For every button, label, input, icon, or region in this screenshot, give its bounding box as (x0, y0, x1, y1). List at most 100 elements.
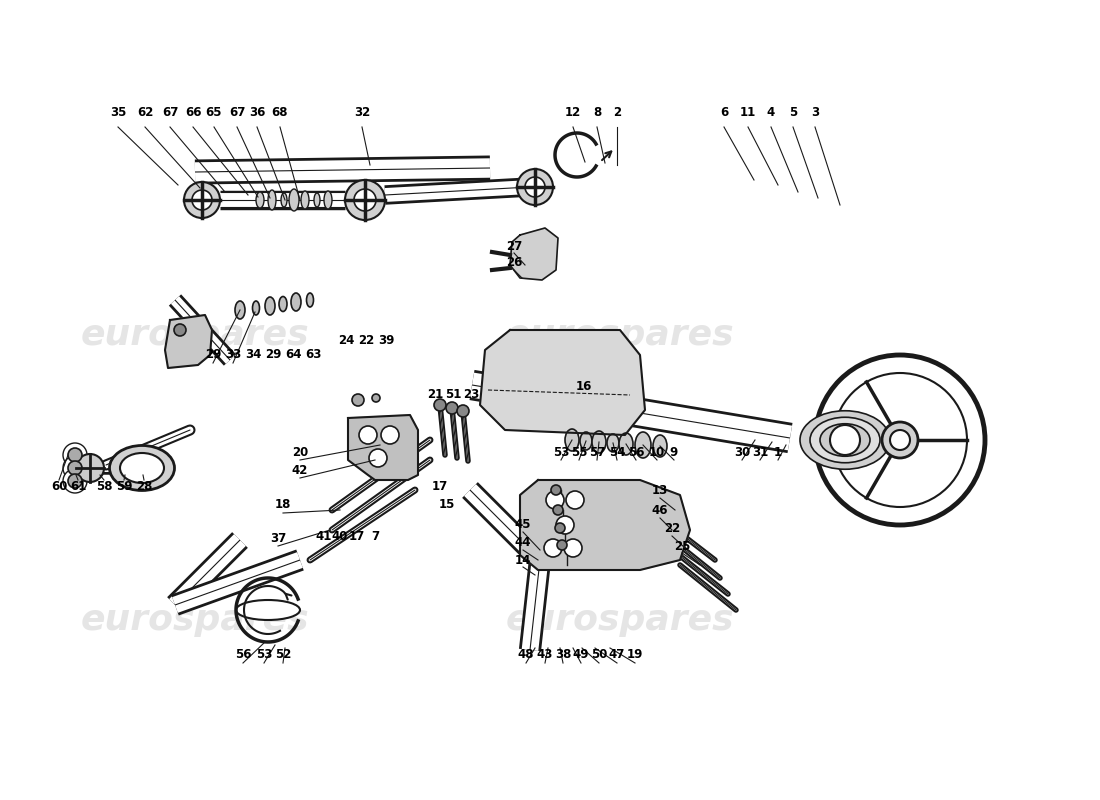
Ellipse shape (301, 191, 309, 209)
Circle shape (76, 454, 104, 482)
Text: 58: 58 (96, 481, 112, 494)
Text: 7: 7 (371, 530, 380, 543)
Ellipse shape (120, 453, 164, 483)
Circle shape (352, 394, 364, 406)
Text: 50: 50 (591, 649, 607, 662)
Circle shape (381, 426, 399, 444)
Circle shape (517, 169, 553, 205)
Text: 44: 44 (515, 535, 531, 549)
Text: 37: 37 (270, 531, 286, 545)
Circle shape (68, 448, 82, 462)
Text: 32: 32 (354, 106, 370, 118)
Circle shape (434, 399, 446, 411)
Text: 64: 64 (285, 349, 301, 362)
Text: eurospares: eurospares (506, 318, 735, 352)
Ellipse shape (292, 293, 301, 311)
Text: 10: 10 (649, 446, 666, 458)
Text: 29: 29 (205, 349, 221, 362)
Circle shape (68, 474, 82, 488)
Text: 63: 63 (305, 349, 321, 362)
Circle shape (456, 405, 469, 417)
Circle shape (830, 425, 860, 455)
Ellipse shape (607, 434, 619, 452)
Circle shape (553, 505, 563, 515)
Ellipse shape (653, 435, 667, 457)
Text: 45: 45 (515, 518, 531, 530)
Ellipse shape (820, 424, 870, 456)
Circle shape (564, 539, 582, 557)
Text: 53: 53 (256, 649, 272, 662)
Text: 46: 46 (651, 503, 669, 517)
Text: 30: 30 (734, 446, 750, 458)
Circle shape (815, 355, 984, 525)
Text: 56: 56 (234, 649, 251, 662)
Text: 15: 15 (439, 498, 455, 511)
Circle shape (63, 469, 87, 493)
Circle shape (63, 456, 87, 480)
Text: 17: 17 (432, 481, 448, 494)
Ellipse shape (268, 190, 276, 210)
Ellipse shape (810, 418, 880, 462)
Text: 67: 67 (229, 106, 245, 118)
Ellipse shape (110, 446, 175, 490)
Text: 51: 51 (444, 389, 461, 402)
Circle shape (359, 426, 377, 444)
Ellipse shape (280, 193, 287, 207)
Text: 19: 19 (627, 649, 644, 662)
Text: 48: 48 (518, 649, 535, 662)
Ellipse shape (307, 293, 314, 307)
Text: 24: 24 (338, 334, 354, 346)
Polygon shape (165, 315, 212, 368)
Circle shape (446, 402, 458, 414)
Circle shape (556, 523, 565, 533)
Text: 65: 65 (206, 106, 222, 118)
Circle shape (184, 182, 220, 218)
Text: 6: 6 (719, 106, 728, 118)
Text: 61: 61 (69, 481, 86, 494)
Text: eurospares: eurospares (80, 603, 309, 637)
Circle shape (68, 461, 82, 475)
Ellipse shape (236, 600, 300, 620)
Text: 38: 38 (554, 649, 571, 662)
Text: 28: 28 (135, 481, 152, 494)
Polygon shape (510, 228, 558, 280)
Circle shape (525, 177, 544, 197)
Circle shape (63, 443, 87, 467)
Text: 52: 52 (275, 649, 292, 662)
Text: 2: 2 (613, 106, 621, 118)
Text: 49: 49 (573, 649, 590, 662)
Text: 22: 22 (358, 334, 374, 346)
Text: 62: 62 (136, 106, 153, 118)
Text: 54: 54 (608, 446, 625, 458)
Circle shape (820, 415, 870, 465)
Ellipse shape (619, 433, 632, 455)
Ellipse shape (235, 301, 245, 319)
Text: 47: 47 (608, 649, 625, 662)
Circle shape (192, 190, 212, 210)
Text: eurospares: eurospares (80, 318, 309, 352)
Ellipse shape (592, 431, 606, 453)
Text: 36: 36 (249, 106, 265, 118)
Text: 12: 12 (565, 106, 581, 118)
Text: 11: 11 (740, 106, 756, 118)
Text: 40: 40 (332, 530, 349, 543)
Text: 29: 29 (265, 349, 282, 362)
Text: 25: 25 (674, 539, 690, 553)
Text: 3: 3 (811, 106, 819, 118)
Text: 20: 20 (292, 446, 308, 458)
Text: 39: 39 (377, 334, 394, 346)
Circle shape (557, 540, 566, 550)
Text: 26: 26 (506, 257, 522, 270)
Ellipse shape (324, 191, 332, 209)
Text: 18: 18 (275, 498, 292, 511)
Circle shape (890, 430, 910, 450)
Ellipse shape (265, 297, 275, 315)
Ellipse shape (279, 297, 287, 311)
Text: 1: 1 (774, 446, 782, 458)
Text: 67: 67 (162, 106, 178, 118)
Polygon shape (348, 415, 418, 480)
Circle shape (882, 422, 918, 458)
Ellipse shape (580, 432, 592, 450)
Circle shape (544, 539, 562, 557)
Text: 57: 57 (588, 446, 605, 458)
